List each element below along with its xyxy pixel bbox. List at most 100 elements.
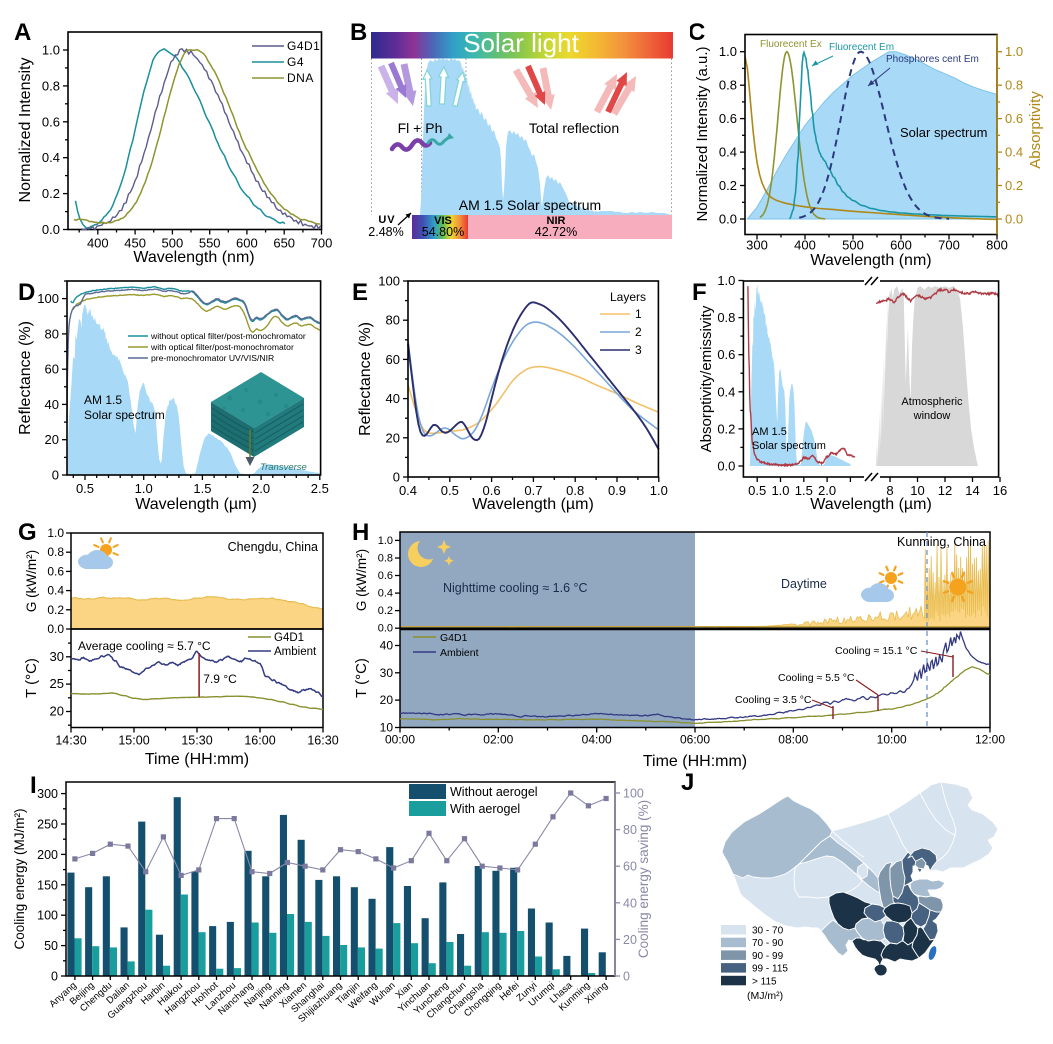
svg-text:Layers: Layers	[610, 290, 646, 304]
svg-text:400: 400	[87, 236, 109, 251]
svg-text:0.0: 0.0	[42, 222, 60, 237]
svg-text:B: B	[350, 19, 367, 46]
svg-text:Fluorecent Em: Fluorecent Em	[829, 42, 894, 53]
svg-text:54.80%: 54.80%	[422, 225, 464, 239]
svg-text:40: 40	[623, 896, 637, 910]
svg-text:60: 60	[386, 352, 400, 367]
svg-text:Ambient: Ambient	[440, 647, 479, 659]
svg-text:1.0: 1.0	[717, 273, 735, 288]
svg-text:Wavelength (µm): Wavelength (µm)	[472, 496, 594, 513]
svg-text:0.0: 0.0	[717, 459, 735, 474]
svg-text:1.0: 1.0	[650, 483, 668, 498]
svg-text:0.2: 0.2	[42, 186, 60, 201]
svg-text:40: 40	[380, 639, 394, 653]
svg-text:2: 2	[635, 325, 642, 339]
svg-text:Normalized Intensity: Normalized Intensity	[17, 58, 34, 203]
svg-text:Normalized Intensity (a.u.): Normalized Intensity (a.u.)	[694, 46, 711, 221]
svg-text:C: C	[690, 19, 705, 46]
svg-text:DNA: DNA	[287, 71, 314, 85]
svg-text:70 - 90: 70 - 90	[752, 938, 784, 949]
svg-text:0.0: 0.0	[378, 623, 393, 635]
svg-text:60: 60	[45, 362, 59, 377]
svg-text:1.5: 1.5	[193, 481, 211, 496]
svg-text:G: G	[18, 519, 37, 546]
svg-text:T (°C): T (°C)	[23, 658, 40, 698]
svg-text:0.4: 0.4	[42, 150, 60, 165]
svg-text:500: 500	[842, 238, 864, 253]
svg-text:0.4: 0.4	[399, 483, 417, 498]
svg-text:0.5: 0.5	[441, 483, 459, 498]
svg-text:16:30: 16:30	[307, 734, 338, 748]
svg-text:0.5: 0.5	[76, 481, 94, 496]
svg-text:D: D	[18, 279, 35, 306]
svg-text:T (°C): T (°C)	[353, 658, 370, 698]
svg-text:80: 80	[623, 823, 637, 837]
svg-text:2.48%: 2.48%	[368, 225, 403, 239]
svg-text:16: 16	[993, 483, 1007, 498]
svg-text:A: A	[14, 19, 31, 46]
svg-text:1.0: 1.0	[42, 43, 60, 58]
svg-text:10:00: 10:00	[877, 733, 907, 747]
svg-text:With aerogel: With aerogel	[450, 802, 520, 816]
svg-text:Solar spectrum: Solar spectrum	[752, 440, 826, 452]
svg-text:Cooling energy (MJ/m²): Cooling energy (MJ/m²)	[12, 808, 27, 949]
svg-text:700: 700	[938, 238, 960, 253]
svg-text:20: 20	[50, 704, 64, 719]
svg-text:10: 10	[380, 721, 394, 735]
svg-text:700: 700	[311, 236, 333, 251]
svg-text:14: 14	[965, 483, 979, 498]
svg-text:40: 40	[386, 391, 400, 406]
svg-text:300: 300	[37, 787, 58, 801]
svg-text:0.2: 0.2	[717, 421, 735, 436]
svg-text:100: 100	[37, 291, 59, 306]
svg-text:0.6: 0.6	[483, 483, 501, 498]
svg-text:Chengdu, China: Chengdu, China	[228, 540, 318, 554]
svg-text:AM 1.5 Solar spectrum: AM 1.5 Solar spectrum	[459, 197, 601, 213]
svg-text:Without aerogel: Without aerogel	[450, 785, 538, 799]
svg-text:20: 20	[386, 430, 400, 445]
svg-text:90 - 99: 90 - 99	[752, 951, 784, 962]
svg-text:80: 80	[386, 313, 400, 328]
svg-text:0.4: 0.4	[1005, 145, 1023, 160]
svg-text:600: 600	[236, 236, 258, 251]
svg-text:1.0: 1.0	[135, 481, 153, 496]
svg-text:60: 60	[623, 860, 637, 874]
svg-text:G4D1: G4D1	[440, 632, 468, 644]
svg-text:0.8: 0.8	[42, 78, 60, 93]
svg-text:I: I	[30, 772, 37, 799]
svg-text:without optical filter/post-mo: without optical filter/post-monochromato…	[150, 331, 306, 341]
svg-text:0.4: 0.4	[719, 145, 737, 160]
svg-text:Ambient: Ambient	[274, 646, 317, 658]
svg-text:8: 8	[886, 483, 893, 498]
svg-text:> 115: > 115	[752, 976, 777, 987]
svg-text:Wavelength (nm): Wavelength (nm)	[810, 252, 931, 269]
svg-text:500: 500	[162, 236, 184, 251]
svg-text:400: 400	[794, 238, 816, 253]
svg-text:Total reflection: Total reflection	[529, 120, 619, 136]
svg-text:100: 100	[37, 909, 58, 923]
svg-text:Reflectance (%): Reflectance (%)	[17, 321, 34, 435]
svg-text:0: 0	[623, 970, 630, 984]
svg-text:42.72%: 42.72%	[535, 225, 577, 239]
svg-text:04:00: 04:00	[582, 733, 612, 747]
svg-text:0.0: 0.0	[719, 212, 737, 227]
svg-text:J: J	[681, 770, 694, 796]
svg-text:02:00: 02:00	[483, 733, 513, 747]
svg-text:Cooling ≈ 3.5 °C: Cooling ≈ 3.5 °C	[735, 694, 812, 706]
svg-text:window: window	[913, 410, 951, 422]
svg-text:(MJ/m²): (MJ/m²)	[747, 990, 783, 1002]
svg-text:F: F	[692, 279, 707, 306]
svg-text:7.9 °C: 7.9 °C	[203, 672, 237, 686]
svg-text:Cooling energy saving (%): Cooling energy saving (%)	[636, 800, 651, 958]
svg-text:1.5: 1.5	[795, 483, 813, 498]
svg-text:1.0: 1.0	[719, 44, 737, 59]
svg-text:0.5: 0.5	[748, 483, 766, 498]
svg-text:Average cooling ≈ 5.7 °C: Average cooling ≈ 5.7 °C	[78, 639, 211, 653]
svg-text:30 - 70: 30 - 70	[752, 926, 784, 937]
svg-text:0.8: 0.8	[717, 310, 735, 325]
svg-text:Reflectance (%): Reflectance (%)	[357, 322, 374, 436]
svg-text:40: 40	[45, 397, 59, 412]
svg-text:0.2: 0.2	[378, 605, 393, 617]
svg-text:0.8: 0.8	[566, 483, 584, 498]
svg-text:2.0: 2.0	[818, 483, 836, 498]
